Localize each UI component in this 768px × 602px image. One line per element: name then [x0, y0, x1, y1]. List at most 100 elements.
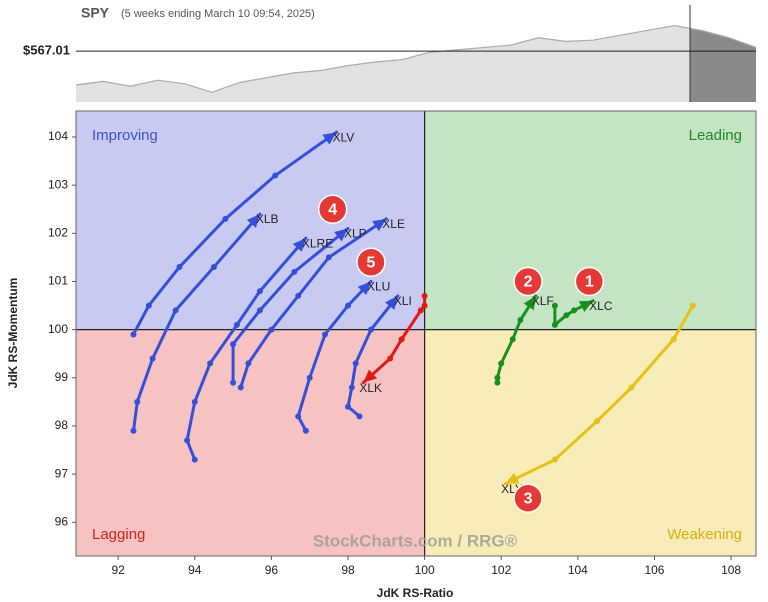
- plot-frame: [75, 110, 757, 557]
- series-label: XLC: [589, 299, 613, 313]
- quadrant: [76, 329, 425, 556]
- quadrant-label: Leading: [689, 127, 742, 144]
- tail-point: [421, 292, 428, 299]
- x-tick-label: 106: [644, 563, 664, 577]
- tail-point: [494, 374, 501, 381]
- series-label: XLB: [256, 212, 279, 226]
- tail-point: [149, 355, 156, 362]
- x-tick-label: 104: [568, 563, 588, 577]
- spy-panel: $567.01: [23, 5, 757, 102]
- series-label: XLE: [382, 217, 405, 231]
- tail-point: [134, 398, 141, 405]
- tail-point: [191, 398, 198, 405]
- tail-head: [246, 214, 260, 228]
- tail-point: [230, 379, 237, 386]
- tail-point: [295, 292, 302, 299]
- spy-title: SPY: [81, 5, 110, 21]
- tail-head: [334, 228, 348, 242]
- tail-head: [322, 132, 337, 145]
- series-label: XLP: [344, 227, 367, 241]
- series-label: XLU: [367, 280, 390, 294]
- tail-point: [233, 321, 240, 328]
- tail-point: [563, 312, 570, 319]
- series-label: XLI: [394, 294, 412, 308]
- annotation-badge: [574, 266, 605, 297]
- tail-point: [172, 307, 179, 314]
- y-tick-label: 103: [48, 177, 68, 191]
- tail-point: [130, 331, 137, 338]
- x-tick-label: 94: [188, 563, 202, 577]
- tail-line: [503, 304, 695, 486]
- tail-point: [356, 413, 363, 420]
- tail-line: [131, 212, 262, 433]
- tail-head: [523, 295, 536, 311]
- annotation-number: 4: [328, 201, 337, 218]
- x-tick-label: 98: [341, 563, 355, 577]
- tail-point: [571, 307, 578, 314]
- y-tick-label: 98: [55, 418, 69, 432]
- price-line: [75, 25, 757, 93]
- x-tick-label: 96: [265, 563, 279, 577]
- tail-point: [145, 302, 152, 309]
- tail-point: [498, 360, 505, 367]
- annotation-badge: [317, 194, 348, 224]
- spy-subtitle: (5 weeks ending March 10 09:54, 2025): [121, 8, 315, 20]
- tail-point: [184, 437, 191, 444]
- quadrant-label: Weakening: [667, 526, 742, 543]
- tail-point: [345, 302, 351, 309]
- tail-head: [372, 218, 387, 232]
- watermark: StockCharts.com / RRG®: [313, 531, 518, 550]
- tail-point: [230, 341, 237, 348]
- tail-line: [131, 130, 339, 336]
- tail-point: [222, 215, 229, 222]
- series-label: XLRE: [302, 236, 333, 250]
- series-label: XLF: [532, 294, 554, 308]
- tail-point: [302, 427, 309, 434]
- tail-head: [578, 300, 594, 312]
- quadrant-label: Lagging: [92, 526, 145, 543]
- annotation-badge: [513, 266, 543, 297]
- tail-point: [551, 321, 558, 328]
- x-tick-label: 108: [721, 563, 741, 577]
- tail-point: [628, 384, 635, 391]
- y-tick-label: 102: [48, 225, 68, 239]
- tails: [130, 130, 696, 486]
- x-tick-label: 92: [111, 563, 125, 577]
- tail-point: [594, 418, 601, 425]
- tail-point: [210, 264, 217, 271]
- tail-point: [348, 384, 355, 391]
- tail-head: [505, 472, 520, 484]
- tail-point: [325, 254, 332, 261]
- last-price-label: $567.01: [23, 43, 70, 58]
- tail-line: [239, 217, 388, 389]
- annotation-badge: [356, 247, 386, 277]
- tail-point: [256, 307, 263, 314]
- tail-point: [207, 360, 214, 367]
- y-tick-label: 101: [48, 274, 68, 288]
- tail-point: [367, 326, 374, 333]
- tail-point: [306, 374, 313, 381]
- x-axis-label: JdK RS-Ratio: [377, 586, 454, 600]
- tail-head: [292, 238, 306, 252]
- tail-point: [387, 355, 394, 362]
- series-label: XLK: [359, 381, 382, 395]
- price-area-highlight: [690, 28, 756, 102]
- tail-point: [670, 336, 677, 343]
- tail-point: [291, 268, 298, 275]
- annotation-number: 5: [367, 254, 376, 271]
- tail-point: [509, 336, 516, 343]
- tail-point: [345, 403, 351, 410]
- quadrant: [424, 329, 756, 556]
- y-tick-label: 99: [55, 370, 69, 384]
- series-label: XLV: [333, 130, 355, 144]
- tail-point: [398, 336, 405, 343]
- annotation-badge: [513, 483, 543, 513]
- rrg-panel: 92 94 96 98 100 102 104 106 108 96 97 98 99 100 101 102…: [48, 110, 757, 577]
- tail-point: [551, 456, 558, 463]
- x-tick-label: 102: [491, 563, 511, 577]
- tail-head: [363, 369, 378, 383]
- tail-point: [176, 264, 183, 271]
- y-tick-label: 104: [48, 129, 68, 143]
